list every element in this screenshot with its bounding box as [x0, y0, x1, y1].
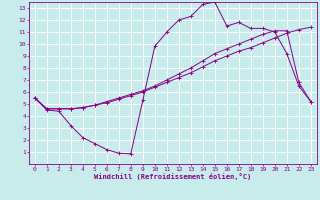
X-axis label: Windchill (Refroidissement éolien,°C): Windchill (Refroidissement éolien,°C) — [94, 173, 252, 180]
